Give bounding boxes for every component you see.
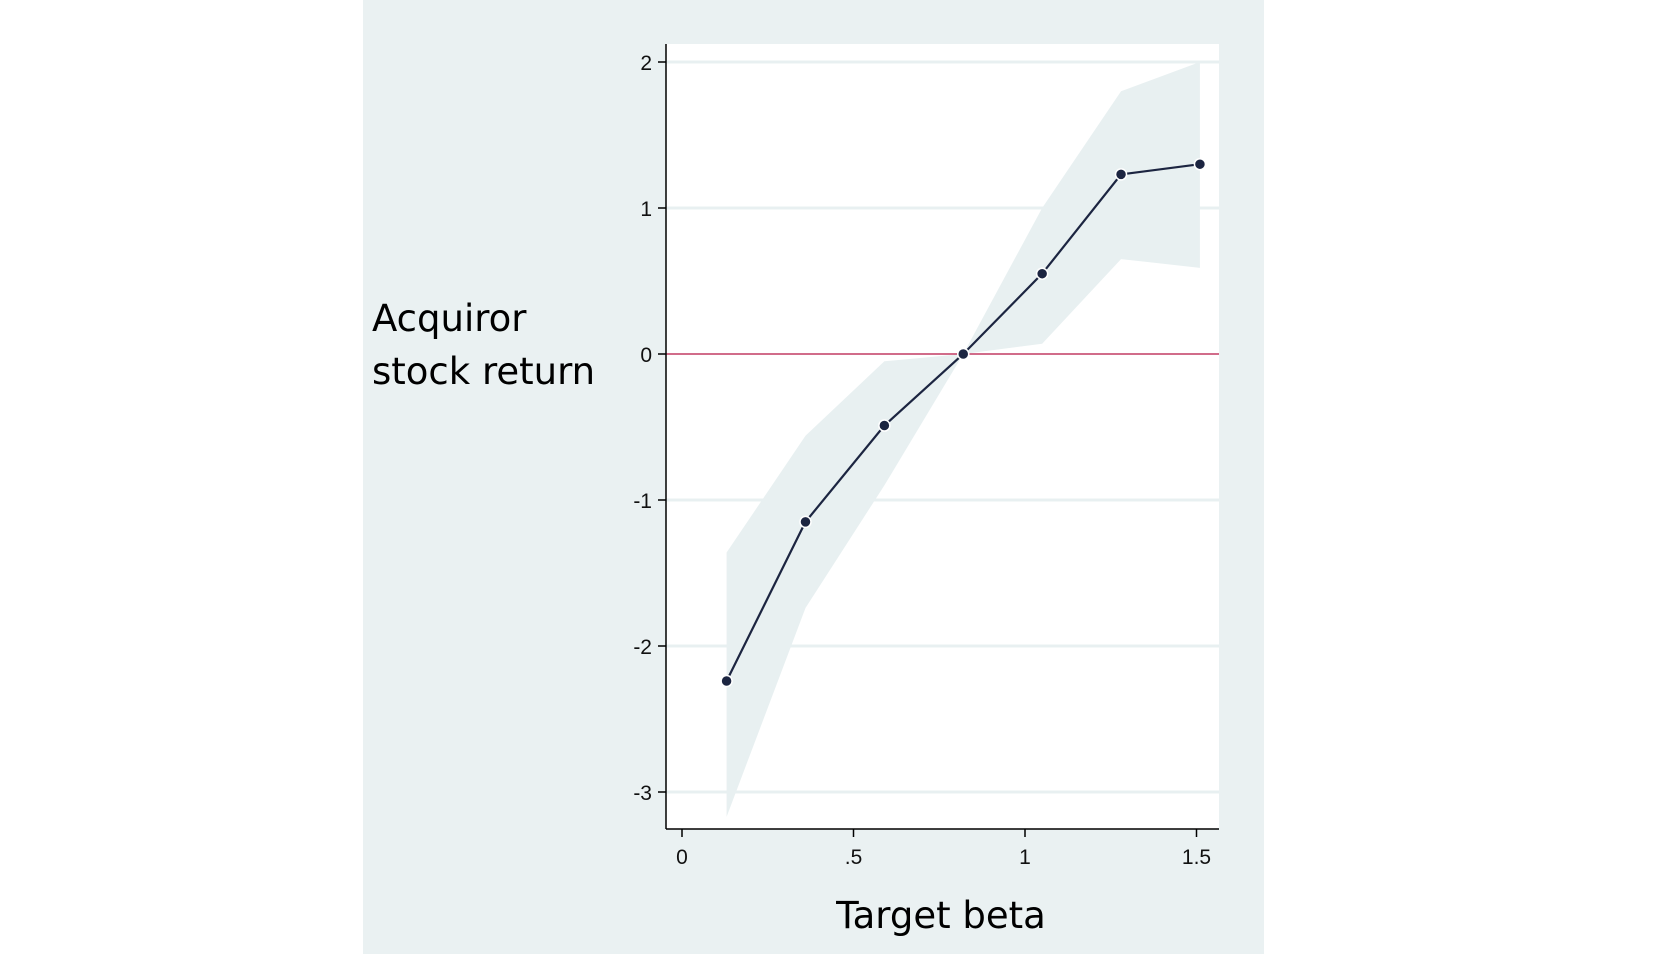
data-point	[720, 674, 733, 688]
y-axis-title: Acquiror stock return	[372, 297, 595, 393]
y-ticks: 2 1 0 -1 -2 -3	[633, 52, 666, 805]
y-tick-label: -2	[633, 636, 652, 659]
x-ticks: 0 .5 1 1.5	[676, 829, 1211, 869]
confidence-band	[726, 62, 1200, 817]
y-tick-label: 0	[640, 344, 652, 367]
data-point	[799, 515, 812, 529]
y-tick-label: -3	[633, 782, 652, 805]
y-tick-label: -1	[633, 490, 652, 513]
data-point	[1114, 168, 1128, 181]
data-point	[878, 419, 891, 432]
data-points	[720, 157, 1207, 688]
x-tick-label: 0	[676, 846, 688, 869]
y-axis-title-line-1: Acquiror	[372, 297, 527, 340]
data-point	[1193, 157, 1207, 171]
data-point	[1035, 267, 1049, 280]
x-tick-label: .5	[845, 846, 863, 869]
data-point	[957, 347, 970, 361]
y-tick-label: 1	[640, 198, 652, 221]
x-tick-label: 1	[1019, 846, 1031, 869]
y-tick-label: 2	[640, 52, 652, 75]
x-tick-label: 1.5	[1182, 846, 1211, 869]
x-axis-title: Target beta	[835, 894, 1046, 937]
y-axis-title-line-2: stock return	[372, 350, 595, 393]
